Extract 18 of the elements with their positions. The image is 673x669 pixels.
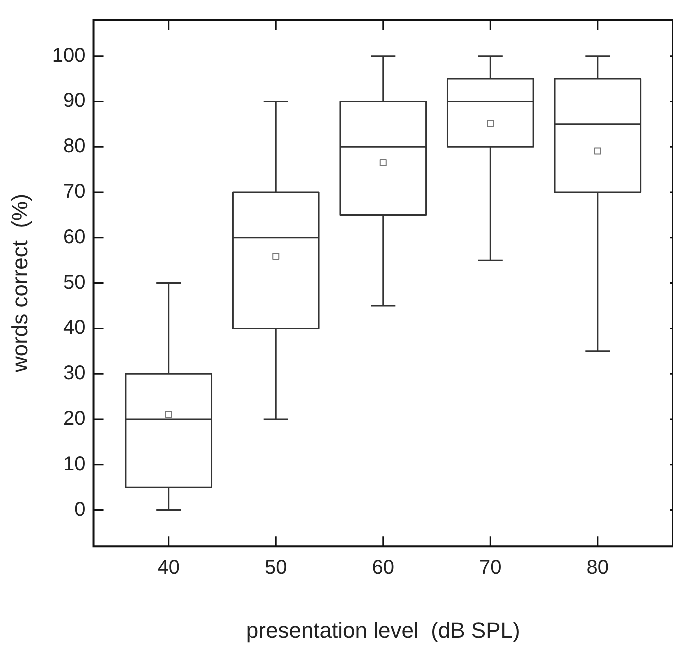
x-tick-label: 80 xyxy=(586,557,610,580)
y-tick-label: 0 xyxy=(74,498,86,521)
y-tick-label: 10 xyxy=(64,453,86,476)
y-tick-label: 90 xyxy=(64,90,86,112)
y-tick-label: 60 xyxy=(64,226,86,248)
x-axis-title: presentation level (dB SPL) xyxy=(246,618,520,643)
x-tick-label: 70 xyxy=(480,557,502,580)
y-tick-label: 40 xyxy=(64,317,86,340)
y-tick-label: 70 xyxy=(64,181,86,204)
y-tick-label: 100 xyxy=(52,44,86,67)
y-tick-label: 80 xyxy=(64,136,86,158)
y-tick-label: 20 xyxy=(64,408,86,430)
x-tick-label: 40 xyxy=(158,557,180,580)
y-axis-title: words correct (%) xyxy=(7,194,32,374)
x-tick-label: 50 xyxy=(264,557,288,580)
y-tick-label: 30 xyxy=(64,362,86,385)
y-tick-label: 50 xyxy=(64,272,86,294)
x-tick-label: 60 xyxy=(372,557,395,580)
